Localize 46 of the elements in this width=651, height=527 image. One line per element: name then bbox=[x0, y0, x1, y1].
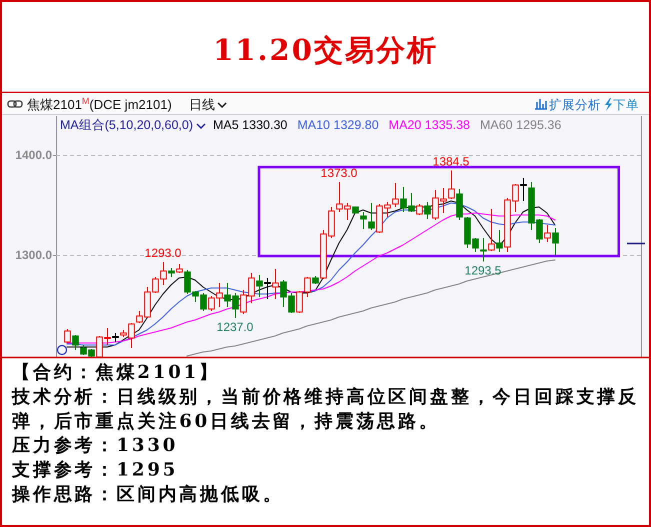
annotation: 1237.0 bbox=[216, 320, 254, 334]
candlestick bbox=[64, 328, 71, 344]
candlestick bbox=[272, 268, 279, 300]
candlestick bbox=[544, 224, 551, 242]
candlestick bbox=[552, 228, 559, 256]
text: MA10 1329.80 bbox=[297, 118, 379, 132]
candlestick bbox=[456, 188, 463, 220]
candlestick bbox=[264, 278, 271, 300]
annotation: 1373.0 bbox=[320, 166, 358, 180]
candlestick bbox=[368, 202, 375, 230]
legend-title: MA组合(5,10,20,0,60,0) bbox=[60, 118, 194, 132]
y-tick-label: 1300.0 bbox=[15, 248, 52, 262]
candlestick bbox=[392, 182, 399, 208]
line-series bbox=[186, 260, 556, 356]
candlestick bbox=[448, 170, 455, 200]
y-tick-label: 1400.0 bbox=[15, 148, 52, 162]
candlestick bbox=[480, 238, 487, 262]
candlestick bbox=[424, 202, 431, 220]
text: 操作思路：区间内高抛低吸。 bbox=[11, 484, 284, 505]
text: 下单 bbox=[613, 98, 639, 112]
chart-title: 11.20交易分析 bbox=[213, 33, 438, 67]
candlestick bbox=[312, 276, 319, 284]
annotation: 1293.0 bbox=[144, 246, 182, 260]
text: MA60 1295.36 bbox=[480, 118, 562, 132]
candlestick bbox=[168, 268, 175, 278]
text: MA20 1335.38 bbox=[388, 118, 470, 132]
candlestick bbox=[360, 212, 367, 230]
text: 【合约：焦煤2101】 bbox=[12, 362, 220, 383]
candlestick bbox=[176, 264, 183, 274]
text: MA5 1330.30 bbox=[213, 118, 288, 132]
candlestick bbox=[416, 204, 423, 216]
candlestick bbox=[496, 230, 503, 252]
candlestick bbox=[72, 334, 79, 350]
text: 技术分析：日线级别，当前价格维持高位区间盘整，今日回踩支撑反弹，后市重点关注60日线去留，持震荡思路。 bbox=[11, 386, 639, 432]
candlestick bbox=[256, 274, 263, 298]
annotation: 1384.5 bbox=[432, 154, 470, 168]
candlestick bbox=[112, 332, 119, 342]
candlestick bbox=[352, 206, 359, 214]
text: 支撑参考：1295 bbox=[11, 460, 178, 481]
text: 压力参考：1330 bbox=[11, 435, 178, 456]
text: 日线 bbox=[189, 97, 216, 112]
chart-subtitle: 焦煤2101$^{M}$(DCE jm2101) bbox=[27, 96, 172, 112]
candlestick bbox=[488, 208, 495, 252]
candlestick bbox=[520, 178, 527, 202]
text: 扩展分析 bbox=[549, 98, 601, 112]
annotation: 1293.5 bbox=[464, 264, 502, 278]
